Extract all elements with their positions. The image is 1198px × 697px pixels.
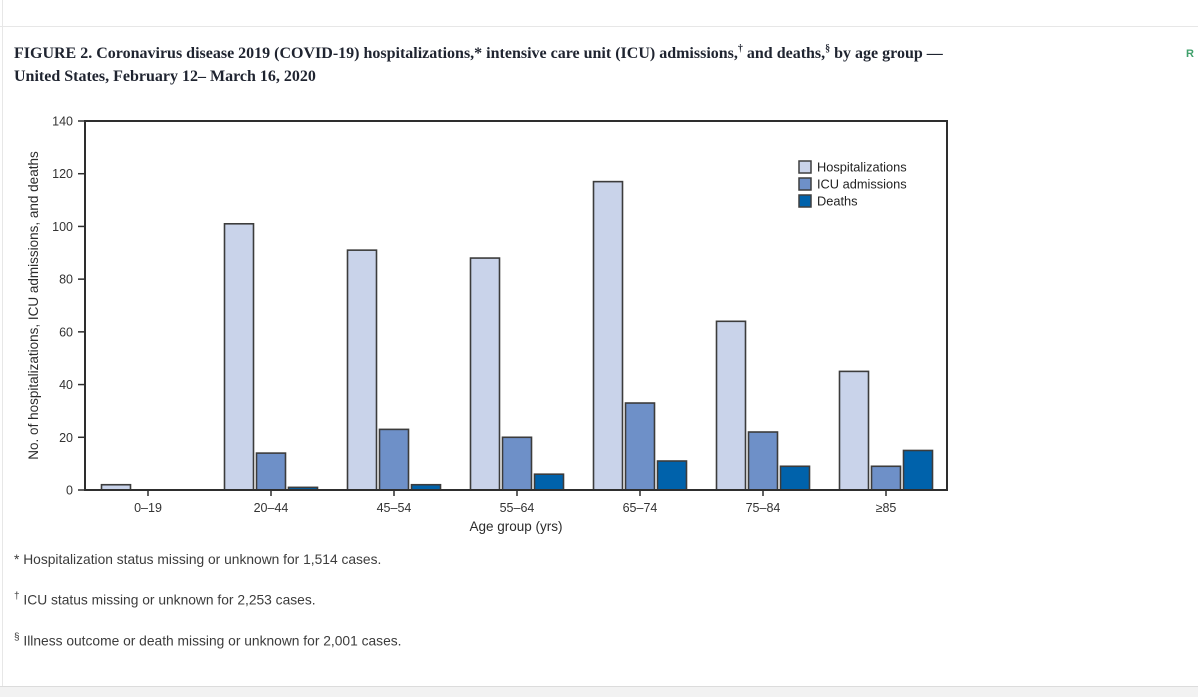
figure-title: FIGURE 2. Coronavirus disease 2019 (COVI… [14,42,1154,88]
footnotes: * Hospitalization status missing or unkn… [14,550,914,668]
legend-label: Hospitalizations [817,160,907,175]
footnote-icu: † ICU status missing or unknown for 2,25… [14,587,914,611]
y-tick-label: 0 [66,484,73,498]
left-divider [2,0,3,686]
page-footer-bar [0,686,1198,697]
legend-label: ICU admissions [817,177,907,192]
footnote-text: ICU status missing or unknown for 2,253 … [19,592,316,608]
bar-hospitalizations [223,222,255,491]
bar-hospitalizations [592,180,624,491]
x-tick-label: 75–84 [746,501,781,515]
section-footnote-mark: § [825,43,831,55]
x-tick-label: 45–54 [377,501,412,515]
bar-icu-admissions [501,436,533,491]
figure2-chart: 0 20 40 60 80 100 120 140 0–19 20–44 45–54 55–64 65–… [0,110,1000,560]
y-tick-label: 80 [59,273,73,287]
dagger-footnote-mark: † [14,591,20,602]
bar-deaths [779,465,811,491]
section-footnote-mark: § [14,631,20,643]
figure-title-text-line2: United States, February 12– March 16, 20… [14,68,316,85]
y-axis-title: No. of hospitalizations, ICU admissions,… [26,151,41,460]
y-tick-label: 140 [52,115,73,129]
legend-swatch-deaths [798,194,812,208]
bar-icu-admissions [870,465,902,491]
bar-hospitalizations [838,370,870,491]
bar-icu-admissions [747,431,779,491]
x-axis-title: Age group (yrs) [469,519,562,534]
y-tick-label: 40 [59,378,73,392]
return-link[interactable]: R [1186,48,1194,60]
x-tick-label: 0–19 [134,501,162,515]
bar-chart-svg: 0 20 40 60 80 100 120 140 0–19 20–44 45–54 55–64 65–… [26,115,948,534]
bar-deaths [902,449,934,491]
bar-hospitalizations [346,249,378,491]
figure-title-text: FIGURE 2. Coronavirus disease 2019 (COVI… [14,45,738,62]
y-tick-label: 60 [59,325,73,339]
bar-icu-admissions [624,402,656,491]
footnote-hospitalization: * Hospitalization status missing or unkn… [14,550,914,570]
dagger-footnote-mark: † [737,43,743,55]
legend-swatch-hospitalizations [798,160,812,174]
x-tick-label: 20–44 [254,501,289,515]
bar-hospitalizations [715,320,747,491]
legend-label: Deaths [817,194,858,209]
asterisk-footnote-mark: * [14,552,20,567]
plot-border [84,120,948,491]
y-tick-label: 120 [52,167,73,181]
bar-deaths [533,473,565,491]
footnote-deaths: § Illness outcome or death missing or un… [14,628,914,652]
bar-hospitalizations [469,257,501,491]
x-tick-label: 55–64 [500,501,535,515]
bar-icu-admissions [255,452,287,491]
footnote-text: Illness outcome or death missing or unkn… [19,633,402,649]
top-divider [0,26,1198,27]
y-tick-label: 100 [52,220,73,234]
footnote-text: Hospitalization status missing or unknow… [19,552,382,567]
figure-title-text: by age group — [830,45,943,62]
y-tick-label: 20 [59,431,73,445]
bar-deaths [656,460,688,491]
figure-title-text: and deaths, [742,45,826,62]
x-tick-label: 65–74 [623,501,658,515]
bar-icu-admissions [378,428,410,491]
legend-swatch-icu-admissions [798,177,812,191]
x-tick-label: ≥85 [876,501,897,515]
